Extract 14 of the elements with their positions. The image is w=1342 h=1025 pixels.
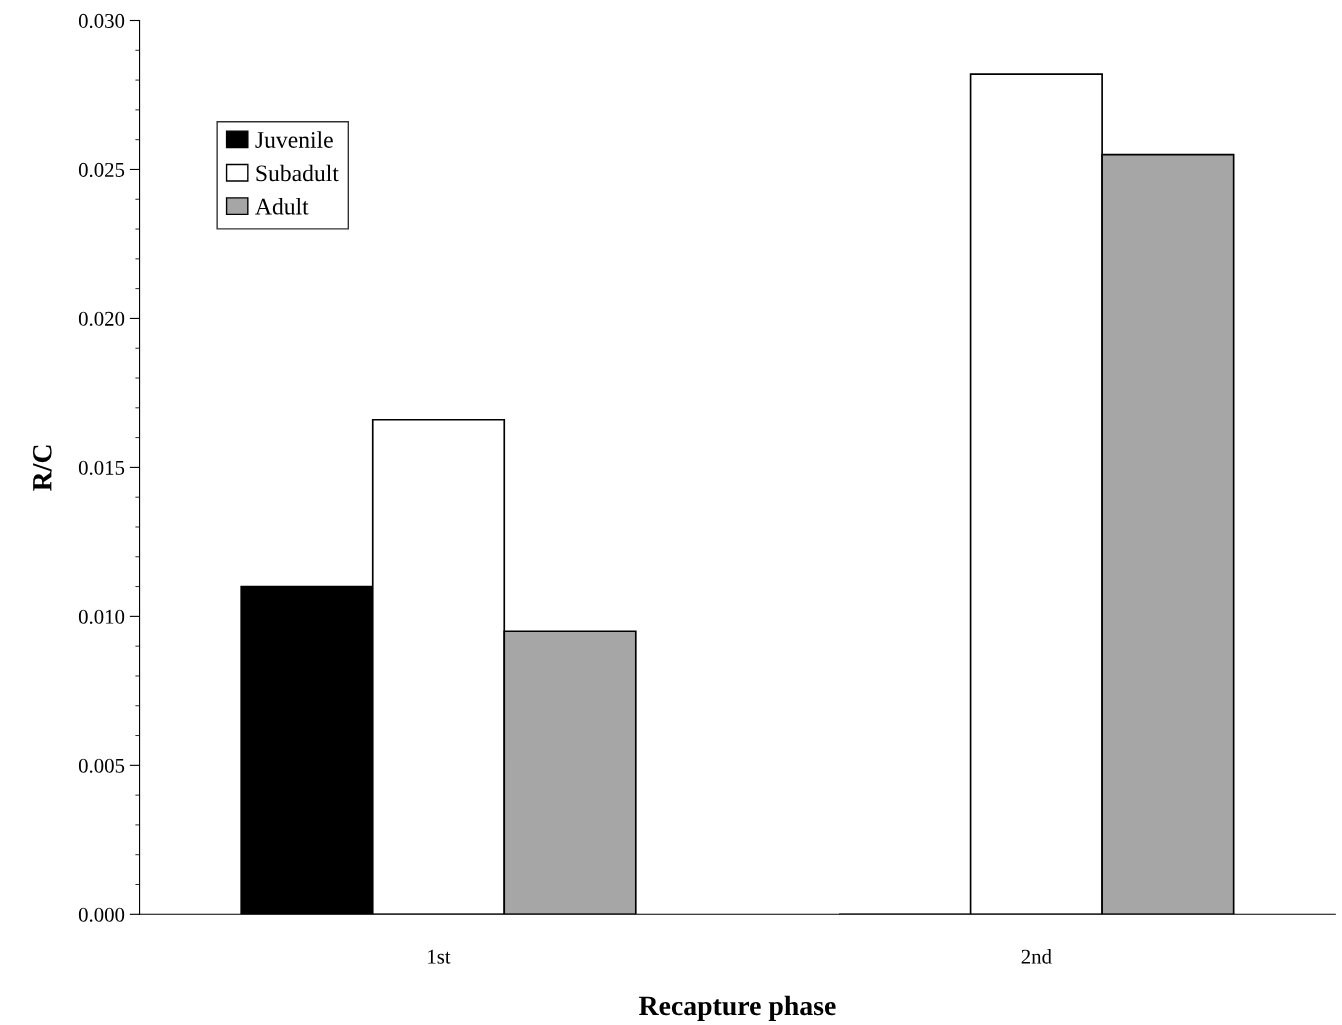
x-tick-label: 2nd (1021, 949, 1052, 964)
y-tick-label: 0.000 (78, 907, 125, 922)
y-axis-title: R/C (32, 445, 52, 491)
legend-label: Adult (255, 198, 309, 215)
legend-label: Subadult (256, 164, 339, 182)
y-tick-label: 0.025 (78, 162, 125, 177)
y-tick-label: 0.030 (78, 13, 125, 29)
y-tick-label: 0.005 (78, 758, 125, 773)
y-tick-label: 0.020 (78, 311, 125, 326)
y-tick-label: 0.015 (78, 460, 125, 475)
x-tick-label: 1st (428, 949, 451, 964)
legend-label: Juvenile (255, 131, 333, 148)
y-tick-label: 0.010 (78, 609, 125, 624)
x-axis-title: Recapture phase (639, 995, 836, 1021)
